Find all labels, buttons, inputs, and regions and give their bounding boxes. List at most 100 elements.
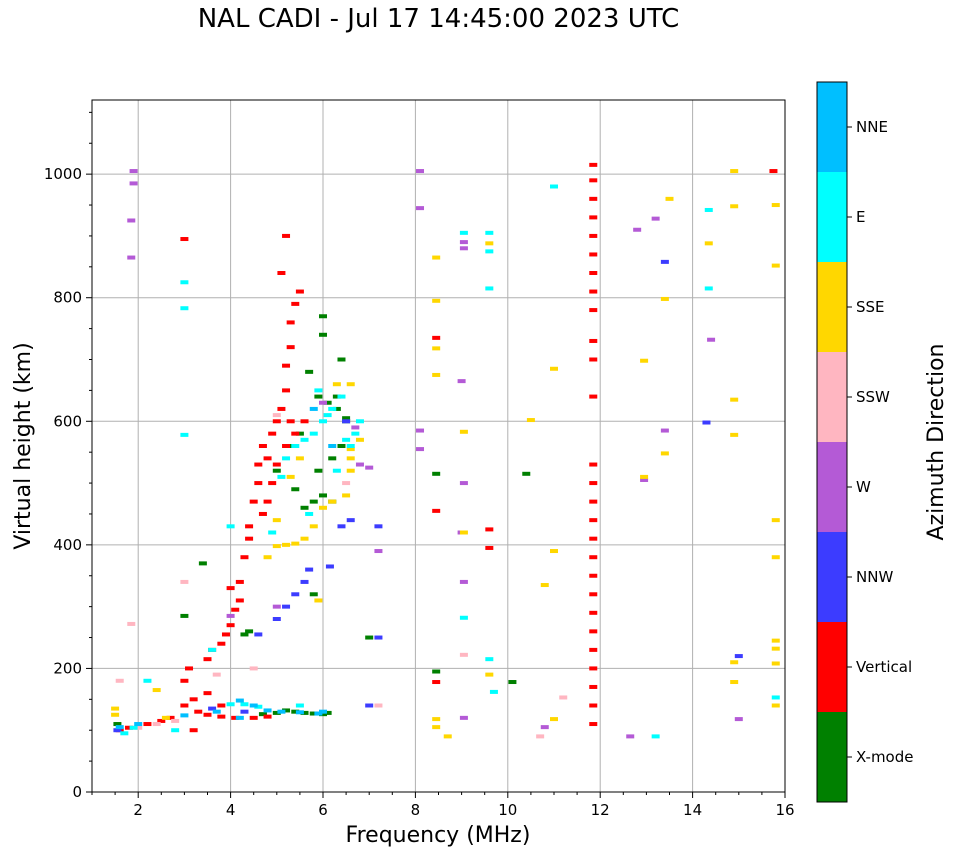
data-point bbox=[291, 709, 300, 714]
data-point bbox=[589, 684, 598, 689]
data-point bbox=[589, 308, 598, 313]
data-point bbox=[374, 703, 383, 708]
data-point bbox=[258, 712, 267, 717]
data-point bbox=[254, 462, 263, 467]
data-point bbox=[245, 629, 254, 634]
data-point bbox=[152, 722, 161, 727]
data-point bbox=[143, 678, 152, 683]
data-point bbox=[305, 369, 314, 374]
y-tick-label: 800 bbox=[53, 289, 82, 307]
data-point bbox=[589, 666, 598, 671]
data-point bbox=[263, 708, 272, 713]
data-point bbox=[226, 586, 235, 591]
data-point bbox=[365, 703, 374, 708]
data-point bbox=[589, 271, 598, 275]
data-point bbox=[522, 471, 531, 476]
data-point bbox=[485, 657, 494, 662]
data-point bbox=[171, 728, 180, 733]
colorbar-frame bbox=[816, 81, 848, 803]
data-point bbox=[432, 335, 441, 340]
data-point bbox=[526, 418, 535, 423]
data-point bbox=[328, 456, 337, 461]
data-point bbox=[665, 196, 674, 201]
data-point bbox=[771, 263, 780, 268]
data-point bbox=[203, 691, 212, 696]
data-point bbox=[332, 406, 341, 411]
data-point bbox=[314, 711, 323, 716]
data-point bbox=[550, 717, 558, 722]
data-point bbox=[640, 474, 649, 479]
data-point bbox=[277, 709, 286, 714]
data-point bbox=[771, 703, 780, 708]
data-point bbox=[300, 505, 309, 510]
y-tick-label: 600 bbox=[53, 412, 82, 430]
data-point bbox=[249, 703, 258, 708]
data-point bbox=[240, 555, 249, 560]
data-point bbox=[589, 703, 598, 708]
data-point bbox=[272, 419, 281, 424]
data-point bbox=[702, 420, 711, 425]
data-point bbox=[194, 709, 203, 714]
data-point bbox=[124, 725, 133, 730]
data-point bbox=[355, 437, 364, 442]
data-point bbox=[432, 717, 441, 722]
data-point bbox=[166, 715, 175, 720]
data-point bbox=[263, 714, 272, 719]
data-point bbox=[115, 678, 124, 683]
data-point bbox=[459, 715, 468, 720]
data-point bbox=[180, 678, 189, 683]
data-point bbox=[485, 545, 494, 550]
data-point bbox=[198, 561, 207, 566]
data-point bbox=[342, 416, 351, 421]
data-point bbox=[217, 714, 226, 719]
data-point bbox=[485, 230, 494, 235]
data-point bbox=[351, 431, 360, 436]
data-point bbox=[272, 518, 281, 523]
data-point bbox=[589, 536, 598, 541]
data-point bbox=[550, 184, 558, 189]
data-point bbox=[127, 621, 136, 626]
data-point bbox=[589, 162, 598, 167]
data-point bbox=[111, 706, 120, 711]
data-point bbox=[282, 708, 291, 713]
data-point bbox=[771, 661, 780, 666]
data-point bbox=[589, 289, 598, 294]
data-point bbox=[540, 583, 549, 588]
data-point bbox=[443, 734, 452, 739]
data-point bbox=[291, 301, 300, 306]
data-point bbox=[129, 181, 138, 186]
data-point bbox=[432, 372, 441, 377]
data-point bbox=[633, 227, 642, 232]
data-point bbox=[286, 474, 295, 479]
data-point bbox=[235, 698, 244, 703]
colorbar-tick-label: SSW bbox=[856, 388, 890, 406]
colorbar-tick-label: SSE bbox=[856, 298, 885, 316]
data-point bbox=[249, 715, 258, 720]
data-point bbox=[314, 394, 323, 399]
data-point bbox=[771, 695, 780, 700]
data-point bbox=[459, 240, 468, 245]
data-point bbox=[459, 579, 468, 584]
data-point bbox=[734, 717, 743, 722]
data-point bbox=[459, 230, 468, 235]
data-point bbox=[485, 249, 494, 254]
chart-title: NAL CADI - Jul 17 14:45:00 2023 UTC bbox=[197, 4, 680, 34]
data-point bbox=[235, 598, 244, 603]
data-point bbox=[152, 688, 161, 693]
data-point bbox=[272, 710, 281, 715]
data-point bbox=[485, 672, 494, 677]
data-point bbox=[319, 419, 327, 424]
data-point bbox=[300, 536, 309, 541]
data-point bbox=[589, 499, 598, 504]
data-point bbox=[286, 444, 295, 448]
data-point bbox=[432, 669, 441, 674]
data-point bbox=[589, 252, 598, 257]
y-tick-label: 400 bbox=[53, 536, 82, 554]
data-point bbox=[337, 524, 346, 529]
data-point bbox=[231, 607, 240, 612]
data-point bbox=[189, 728, 198, 733]
data-point bbox=[323, 710, 332, 715]
colorbar-tick-label: NNE bbox=[856, 118, 888, 136]
data-point bbox=[489, 689, 498, 694]
data-point bbox=[282, 604, 291, 609]
